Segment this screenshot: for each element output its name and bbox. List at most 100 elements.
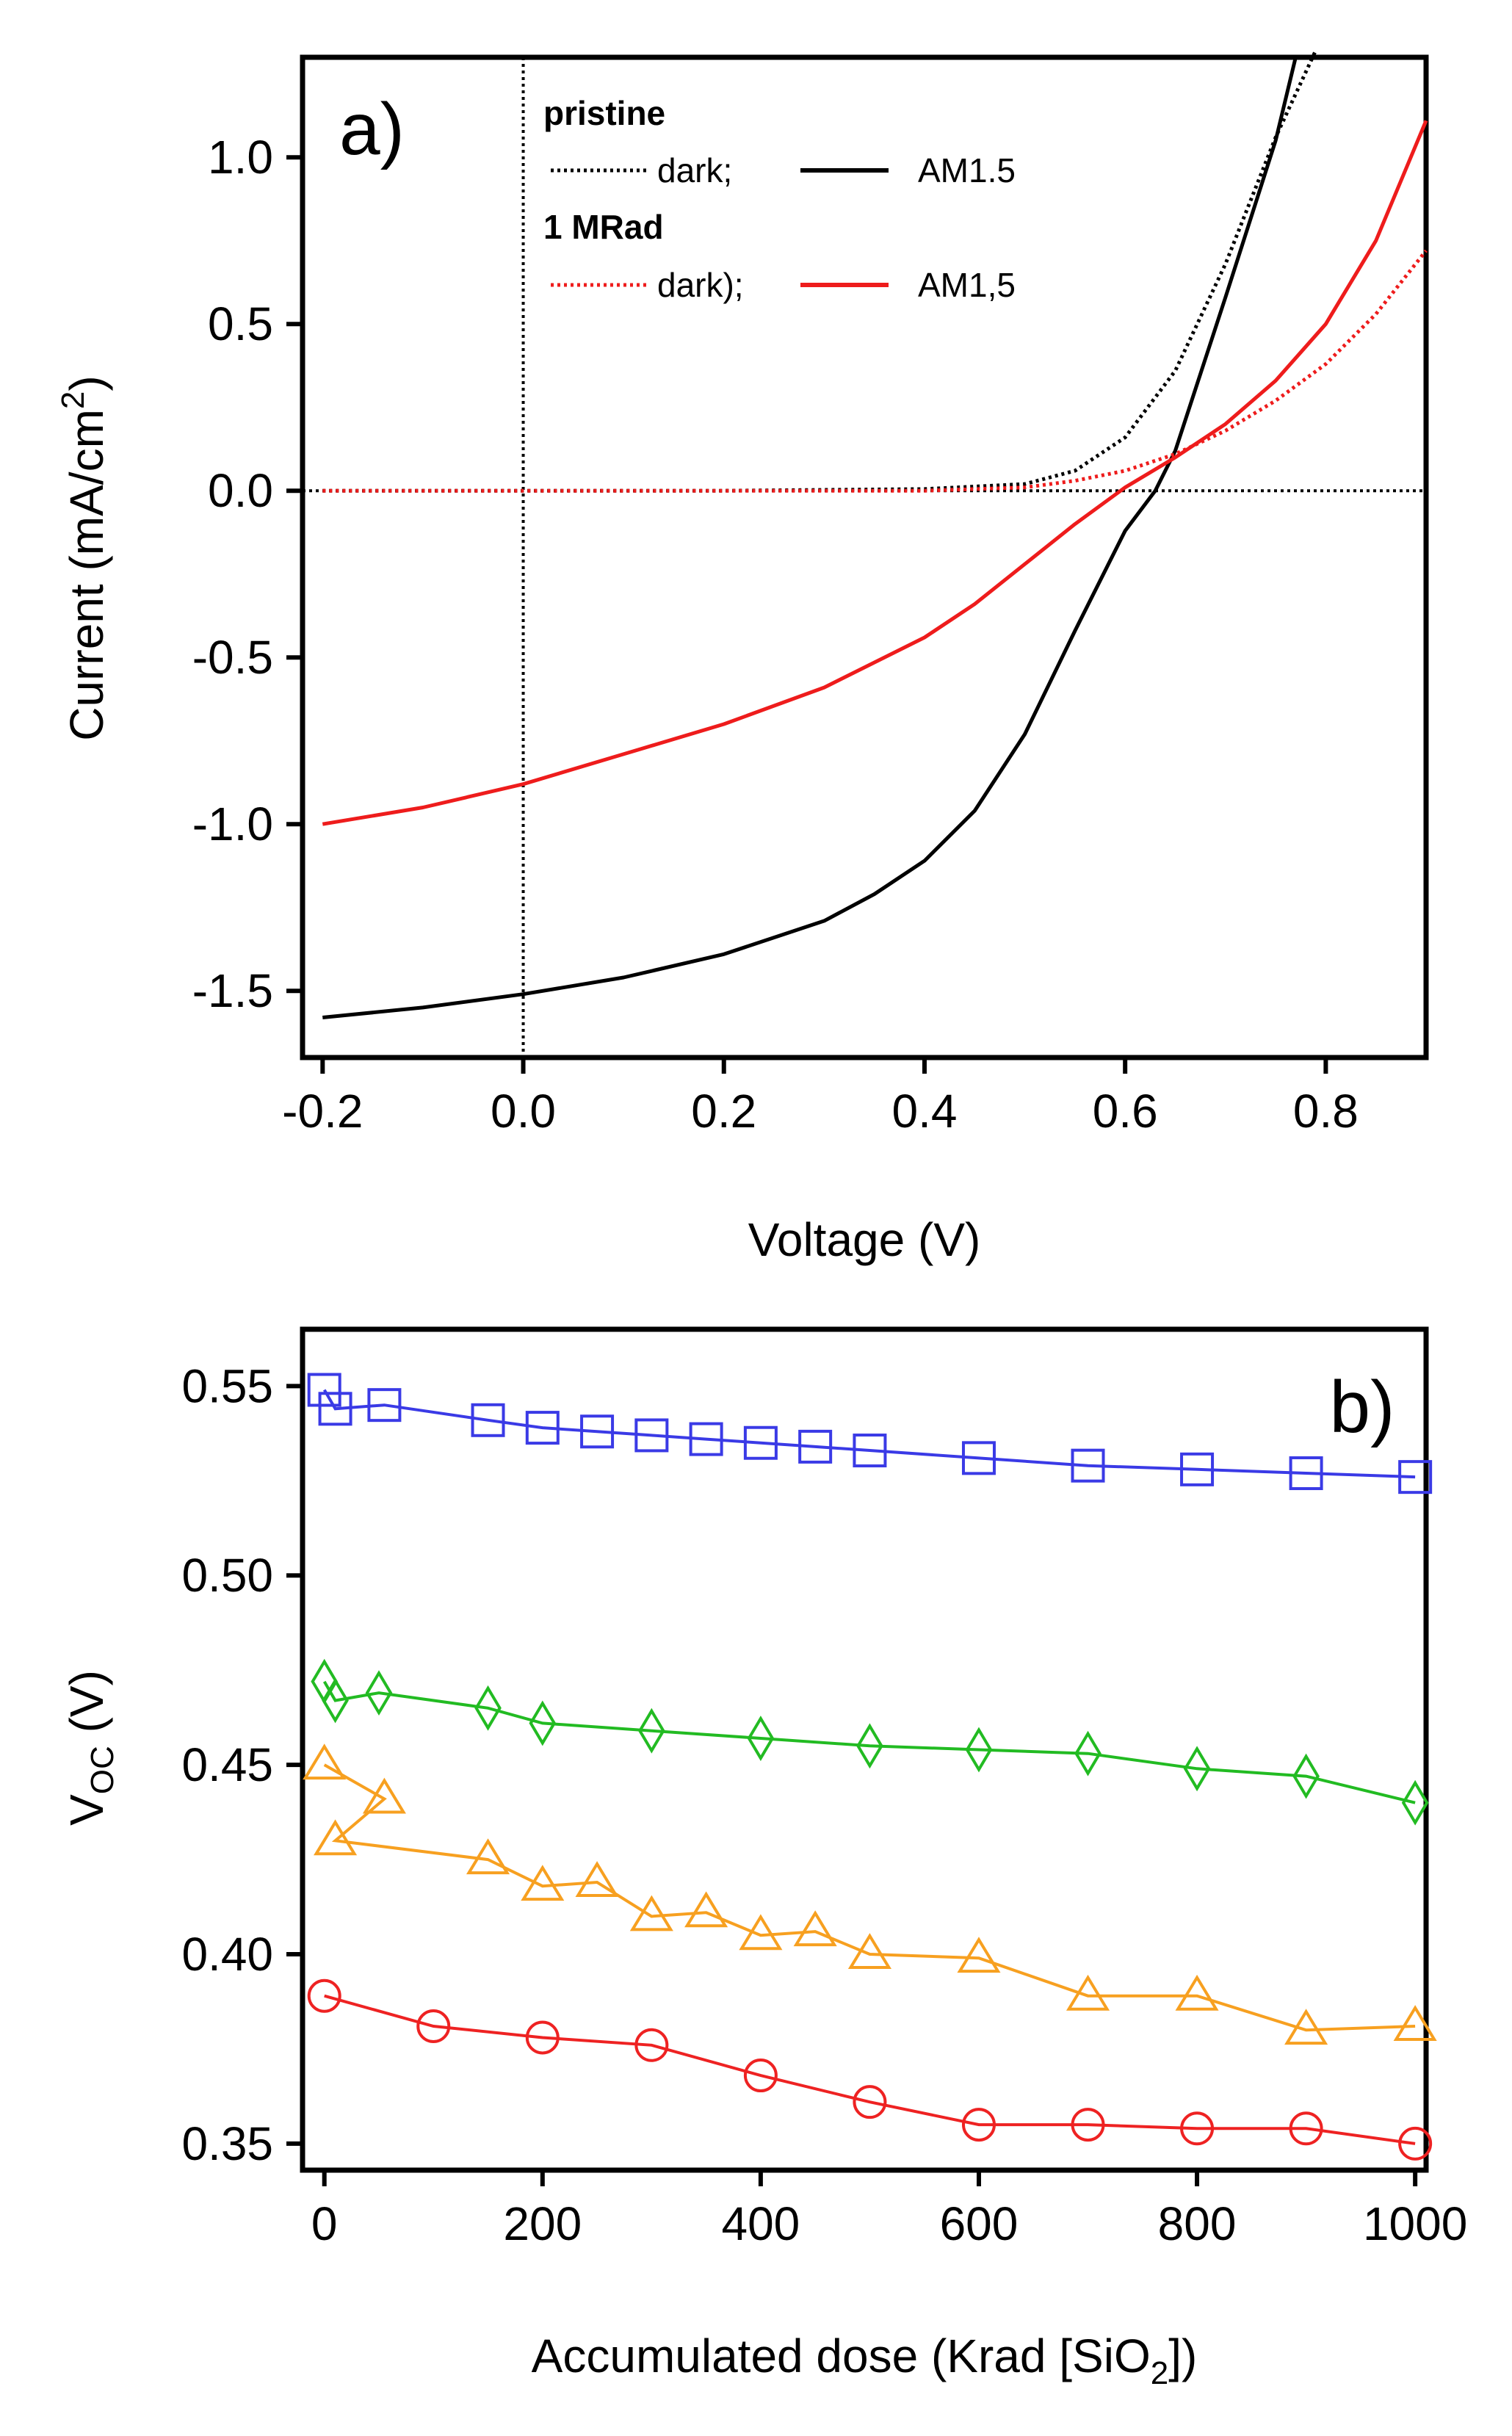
panel-b-point-circles [416,2009,451,2044]
panel-b-point-diamonds [474,1685,502,1731]
panel-b-y-axis-label: VOC (V) [60,1670,120,1826]
panel-b-y-label-main: V [60,1794,113,1826]
panel-a-y-tick-label: 0.5 [208,297,273,350]
panel-b-point-squares [1180,1452,1215,1486]
panel-b-point-circles [1071,2108,1105,2142]
panel-b-point-squares [961,1441,996,1475]
panel-b-point-triangles [1284,2009,1328,2045]
panel-b-point-circles [1289,2111,1323,2146]
panel-b-point-squares [743,1425,778,1460]
panel-b-x-tick-label: 400 [721,2197,800,2250]
panel-b-point-triangles [793,1910,837,1947]
panel-b-point-squares [689,1422,723,1456]
panel-b-point-squares [1071,1448,1105,1483]
panel-b-point-circles [634,2028,669,2062]
panel-a-y-tick-label: 0.0 [208,464,273,517]
legend-pristine-light-label: AM1.5 [918,151,1016,189]
panel-b-point-circles [525,2020,560,2055]
panel-a-series-pristine-am1-5 [322,57,1298,1019]
panel-a-y-tick-label: -1.5 [192,964,273,1017]
panel-b-y-tick-label: 0.40 [181,1928,273,1981]
panel-b-series [303,1373,1437,2161]
panel-b-point-triangles [629,1895,673,1931]
panel-a-series-pristine-dark [322,49,1317,493]
panel-a-x-tick-label: 0.6 [1093,1085,1158,1138]
panel-a-ticks: -0.2 0.0 0.2 0.4 0.6 0.8 -1.5 -1.0 -0.5 0.0 0.5 1.0 [192,131,1359,1138]
panel-b-point-diamonds [965,1727,993,1773]
panel-a-y-tick-label: -0.5 [192,631,273,684]
panel-b-x-tick-label: 600 [940,2197,1019,2250]
panel-b-point-squares [525,1411,560,1445]
panel-a-series-1-mrad-am1-5 [322,120,1428,826]
panel-b-point-triangles [521,1865,565,1901]
panel-b-point-squares [634,1418,669,1453]
panel-b-x-axis-label: Accumulated dose (Krad [SiO2]) [532,2330,1198,2391]
panel-b-x-tick-label: 800 [1158,2197,1237,2250]
panel-a-label: a) [339,88,405,170]
panel-b-line-squares [322,1389,1416,1479]
panel-b-point-triangles [314,1819,358,1856]
panel-b-line-circles [324,1994,1416,2145]
panel-a-series [322,49,1428,1019]
panel-b-point-squares [853,1434,887,1468]
panel-a-y-tick-label: -1.0 [192,798,273,850]
panel-b-y-tick-label: 0.45 [181,1738,273,1791]
panel-b-x-tick-label: 1000 [1363,2197,1467,2250]
panel-a-reference-lines [303,57,1426,1058]
panel-b-point-triangles [1175,1974,1219,2011]
panel-b-voc-vs-dose: 0 200 400 600 800 1000 0.35 0.40 0.45 0.50 0.55 b)… [60,1326,1467,2391]
panel-b-point-diamonds [365,1670,393,1716]
panel-b-point-diamonds [1292,1753,1320,1799]
panel-b-point-triangles [847,1933,891,1970]
panel-a-iv-curves: -0.2 0.0 0.2 0.4 0.6 0.8 -1.5 -1.0 -0.5 0.0 0.5 1.0… [55,49,1429,1266]
panel-b-point-triangles [303,1743,347,1780]
panel-a-x-tick-label: 0.0 [491,1085,556,1138]
panel-b-point-triangles [362,1777,406,1814]
legend-1mrad-title: 1 MRad [543,208,664,246]
panel-b-point-squares [798,1429,833,1464]
panel-b-point-squares [1398,1460,1433,1495]
panel-b-point-triangles [1393,2005,1437,2042]
panel-b-x-label-main: Accumulated dose (Krad [SiO [532,2330,1151,2382]
panel-b-y-tick-label: 0.55 [181,1359,273,1412]
panel-b-point-circles [961,2108,996,2142]
legend-pristine-dark-label: dark; [657,151,732,189]
panel-b-point-triangles [575,1861,619,1898]
panel-a-legend: pristine dark; AM1.5 1 MRad dark); AM1,5 [543,94,1016,304]
panel-b-point-squares [367,1388,402,1423]
panel-a-x-tick-label: 0.4 [891,1085,957,1138]
panel-b-y-tick-label: 0.50 [181,1549,273,1602]
panel-b-point-circles [307,1978,341,2013]
panel-b-point-squares [318,1392,352,1426]
panel-b-frame [300,1326,1429,2173]
panel-a-y-label-end: ) [60,375,113,391]
panel-b-point-triangles [684,1891,728,1928]
legend-pristine-title: pristine [543,94,665,132]
panel-b-point-diamonds [322,1677,349,1724]
panel-b-y-label-sub: OC [84,1746,120,1794]
panel-a-x-tick-label: 0.2 [691,1085,756,1138]
panel-b-point-triangles [466,1838,510,1875]
panel-a-x-tick-label: -0.2 [282,1085,363,1138]
panel-b-point-circles [743,2059,778,2093]
panel-b-point-diamonds [1183,1746,1211,1792]
panel-a-y-label-main: Current (mA/cm [60,409,113,741]
panel-b-line-triangles [323,1763,1416,2032]
panel-b-point-triangles [1066,1974,1110,2011]
panel-b-point-diamonds [856,1723,883,1769]
panel-b-y-tick-label: 0.35 [181,2117,273,2170]
legend-1mrad-dark-label: dark); [657,266,744,304]
panel-b-x-tick-label: 200 [503,2197,582,2250]
panel-a-x-axis-label: Voltage (V) [748,1213,981,1266]
panel-b-ticks: 0 200 400 600 800 1000 0.35 0.40 0.45 0.50 0.55 [181,1359,1467,2250]
panel-a-series-1-mrad-dark [322,249,1428,493]
panel-a-x-tick-label: 0.8 [1293,1085,1359,1138]
panel-b-point-diamonds [1074,1730,1102,1777]
panel-a-y-label-sup: 2 [55,391,91,409]
panel-b-label: b) [1330,1366,1395,1448]
panel-b-point-circles [853,2085,887,2119]
panel-a-frame [300,54,1429,1060]
panel-b-point-squares [471,1403,505,1437]
panel-b-point-diamonds [638,1707,665,1754]
